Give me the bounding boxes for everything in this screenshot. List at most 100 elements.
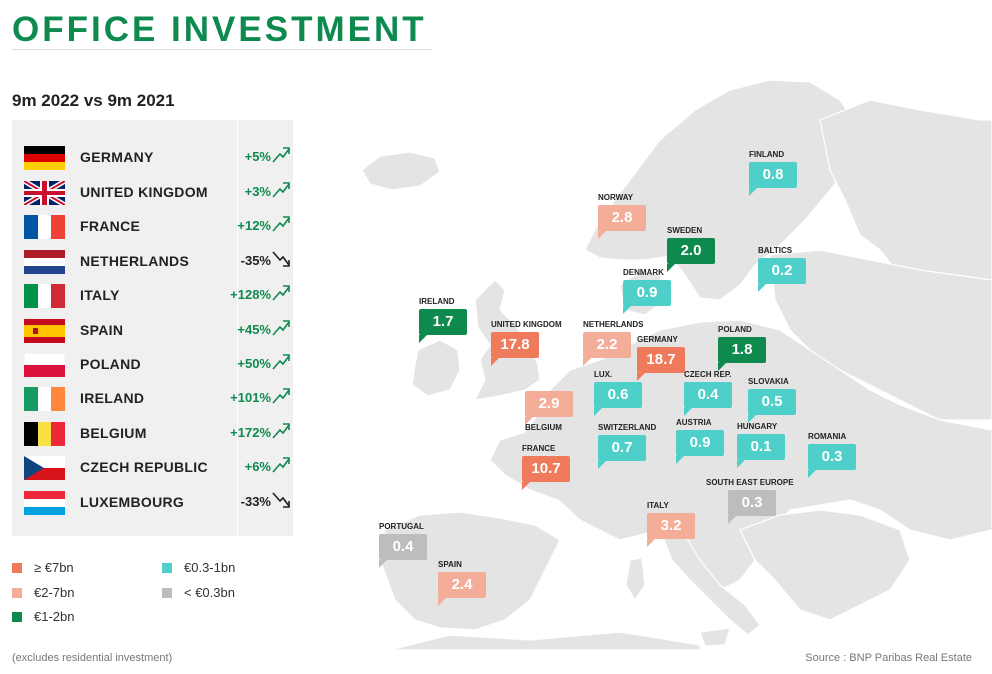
bubble-tail bbox=[419, 335, 427, 343]
map-country-label: BELGIUM bbox=[525, 423, 562, 432]
bubble-tail bbox=[438, 598, 446, 606]
map-value-bubble: 0.9 bbox=[676, 430, 724, 464]
europe-map bbox=[361, 79, 992, 650]
title-divider bbox=[12, 49, 432, 50]
trend-up-arrow-icon bbox=[271, 455, 291, 475]
map-country-label: IRELAND bbox=[419, 297, 455, 306]
map-value: 18.7 bbox=[646, 351, 676, 368]
map-value: 0.2 bbox=[771, 262, 793, 279]
legend-item: €0.3-1bn bbox=[162, 560, 235, 575]
legend-item: €1-2bn bbox=[12, 609, 74, 624]
map-value-bubble: 0.3 bbox=[808, 444, 856, 478]
map-value: 0.9 bbox=[689, 434, 711, 451]
map-country-label: SWEDEN bbox=[667, 226, 703, 235]
map-country-label: SOUTH EAST EUROPE bbox=[706, 478, 794, 487]
map-value-bubble: 2.4 bbox=[438, 572, 486, 606]
map-value-bubble: 2.0 bbox=[667, 238, 715, 272]
bubble-tail bbox=[748, 415, 756, 423]
map-country-label: CZECH REP. bbox=[684, 370, 732, 379]
trend-up-arrow-icon bbox=[271, 214, 291, 234]
map-country-label: FINLAND bbox=[749, 150, 785, 159]
flag-it-icon bbox=[24, 284, 65, 308]
map-value-bubble: 2.2 bbox=[583, 332, 631, 366]
change-value: +3% bbox=[244, 184, 271, 199]
country-row: CZECH REPUBLIC +6% bbox=[12, 450, 293, 484]
panel-column-divider bbox=[237, 120, 238, 536]
bubble-tail bbox=[522, 482, 530, 490]
map-country-label: HUNGARY bbox=[737, 422, 778, 431]
flag-ie-icon bbox=[24, 387, 65, 411]
map-value: 0.8 bbox=[762, 166, 784, 183]
map-value: 1.8 bbox=[731, 341, 753, 358]
map-country-label: ITALY bbox=[647, 501, 669, 510]
legend-swatch bbox=[162, 588, 172, 598]
bubble-tail bbox=[594, 408, 602, 416]
map-value: 0.5 bbox=[761, 393, 783, 410]
country-row: ITALY +128% bbox=[12, 278, 293, 312]
map-value-bubble: 0.8 bbox=[749, 162, 797, 196]
map-value-bubble: 0.9 bbox=[623, 280, 671, 314]
iceland-shape bbox=[361, 151, 441, 191]
bubble-tail bbox=[491, 358, 499, 366]
trend-up-arrow-icon bbox=[271, 386, 291, 406]
map-value-bubble: 18.7 bbox=[637, 347, 685, 381]
flag-cz-icon bbox=[24, 456, 65, 480]
trend-down-arrow-icon bbox=[271, 490, 291, 510]
change-value: -33% bbox=[240, 494, 271, 509]
country-row: LUXEMBOURG -33% bbox=[12, 485, 293, 519]
north-africa-shape bbox=[389, 631, 701, 650]
flag-es-icon bbox=[24, 319, 65, 343]
map-value-bubble: 3.2 bbox=[647, 513, 695, 547]
trend-up-arrow-icon bbox=[271, 145, 291, 165]
map-country-label: BALTICS bbox=[758, 246, 793, 255]
map-value: 0.4 bbox=[697, 386, 719, 403]
map-value: 0.4 bbox=[392, 538, 414, 555]
bubble-tail bbox=[758, 284, 766, 292]
legend-item: €2-7bn bbox=[12, 585, 74, 600]
map-value-bubble: 0.4 bbox=[684, 382, 732, 416]
map-value: 2.9 bbox=[538, 395, 560, 412]
legend-item: < €0.3bn bbox=[162, 585, 235, 600]
bubble-tail bbox=[667, 264, 675, 272]
bubble-tail bbox=[647, 539, 655, 547]
bubble-tail bbox=[379, 560, 387, 568]
legend-label: ≥ €7bn bbox=[34, 560, 74, 575]
flag-nl-icon bbox=[24, 250, 65, 274]
flag-pl-icon bbox=[24, 353, 65, 377]
country-name: GERMANY bbox=[80, 149, 154, 165]
trend-up-arrow-icon bbox=[271, 180, 291, 200]
flag-fr-icon bbox=[24, 215, 65, 239]
legend-label: €1-2bn bbox=[34, 609, 75, 624]
change-value: +172% bbox=[230, 425, 271, 440]
map-value: 1.7 bbox=[432, 313, 454, 330]
map-country-label: DENMARK bbox=[623, 268, 664, 277]
country-name: SPAIN bbox=[80, 322, 124, 338]
bubble-tail bbox=[525, 417, 533, 425]
bubble-tail bbox=[598, 461, 606, 469]
country-name: BELGIUM bbox=[80, 425, 147, 441]
country-name: FRANCE bbox=[80, 218, 141, 234]
legend-swatch bbox=[12, 588, 22, 598]
country-row: UNITED KINGDOM +3% bbox=[12, 175, 293, 209]
country-name: CZECH REPUBLIC bbox=[80, 459, 208, 475]
ireland-shape bbox=[411, 339, 461, 397]
scandinavia-shape bbox=[584, 79, 861, 301]
map-value: 0.9 bbox=[636, 284, 658, 301]
map-country-label: SLOVAKIA bbox=[748, 377, 789, 386]
map-value-bubble: 1.8 bbox=[718, 337, 766, 371]
change-value: +5% bbox=[244, 149, 271, 164]
bubble-tail bbox=[684, 408, 692, 416]
flag-de-icon bbox=[24, 146, 65, 170]
legend-item: ≥ €7bn bbox=[12, 560, 74, 575]
map-value: 17.8 bbox=[500, 336, 530, 353]
change-value: -35% bbox=[240, 253, 271, 268]
country-name: LUXEMBOURG bbox=[80, 494, 185, 510]
country-name: UNITED KINGDOM bbox=[80, 184, 208, 200]
change-value: +50% bbox=[237, 356, 271, 371]
legend-swatch bbox=[162, 563, 172, 573]
bubble-tail bbox=[637, 373, 645, 381]
trend-down-arrow-icon bbox=[271, 249, 291, 269]
period-subtitle: 9m 2022 vs 9m 2021 bbox=[12, 91, 175, 110]
bubble-tail bbox=[749, 188, 757, 196]
sardinia-shape bbox=[625, 557, 646, 602]
